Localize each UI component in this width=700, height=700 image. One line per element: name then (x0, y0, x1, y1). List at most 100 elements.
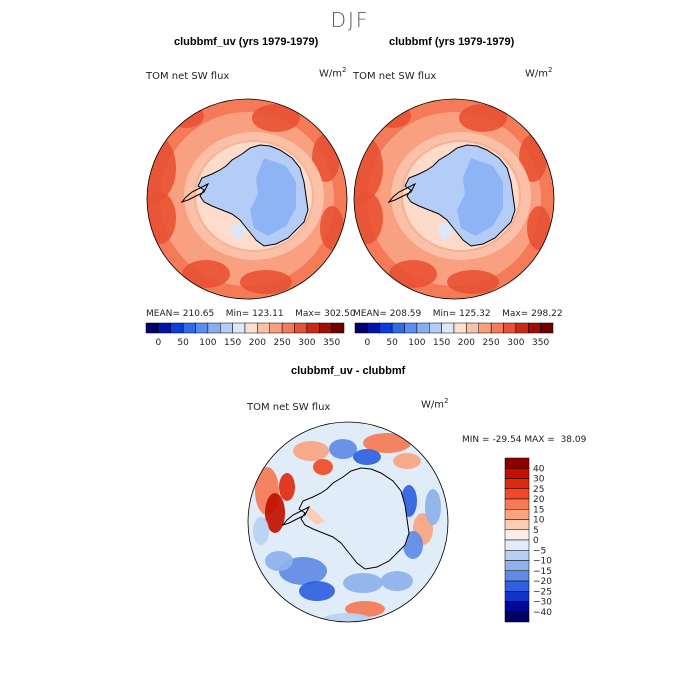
colorbar-tick-label: 40 (533, 464, 545, 474)
colorbar-tick-label: 350 (323, 338, 340, 348)
colorbar-swatch (207, 322, 221, 334)
colorbar-tick-label: 100 (408, 338, 425, 348)
colorbar-tick-label: 150 (224, 338, 241, 348)
colorbar-swatch (391, 322, 405, 334)
colorbar-swatch (504, 488, 530, 500)
colorbar-tick-label: 300 (298, 338, 315, 348)
colorbar-swatch (504, 601, 530, 612)
colorbar-swatch (429, 322, 442, 334)
panel-2-variable: TOM net SW flux (353, 71, 437, 82)
panel-1-max-value: 302.50 (324, 309, 356, 319)
panel-1-max-label: Max= (295, 309, 322, 319)
panel-1-units: W/m2 (319, 66, 346, 79)
field-high-patch (375, 104, 411, 128)
colorbar-tick-label: 25 (533, 485, 544, 495)
panel-2-min-value: 125.32 (459, 309, 491, 319)
panel-1-min-label: Min= (225, 309, 250, 319)
colorbar-swatch (170, 322, 184, 334)
colorbar-swatch (331, 322, 345, 334)
colorbar-swatch (244, 322, 258, 334)
season-title: DJF (330, 8, 370, 32)
colorbar-tick-label: 30 (533, 475, 545, 485)
colorbar-swatch (504, 478, 530, 489)
peninsula-coastline (281, 505, 311, 527)
colorbar-swatch (281, 322, 295, 334)
panel-1-mean-label: MEAN= (146, 309, 180, 319)
colorbar-tick-label: −5 (533, 546, 546, 556)
colorbar-swatch (504, 468, 530, 479)
colorbar-tick-label: 200 (458, 338, 475, 348)
colorbar-tick-label: −40 (533, 608, 552, 618)
colorbar-tick-label: 350 (532, 338, 549, 348)
colorbar-tick-label: 50 (177, 338, 189, 348)
field-continent (299, 468, 409, 569)
colorbar-swatch (257, 322, 270, 334)
colorbar-swatch (540, 322, 554, 334)
colorbar-tick-label: 10 (533, 516, 545, 526)
field-high-patch (252, 104, 300, 132)
map-border (247, 421, 449, 623)
field-high-patch (459, 104, 507, 132)
colorbar-swatch (232, 322, 246, 334)
field-anomaly-patch (353, 449, 381, 465)
diff-max-value: 38.09 (560, 435, 587, 445)
field-high-patch (182, 260, 230, 288)
field-high-patch (240, 270, 292, 294)
field-ice-shelf (437, 222, 453, 240)
colorbar-swatch (404, 322, 418, 334)
colorbar-tick-label: 0 (533, 536, 539, 546)
colorbar-tick-label: −20 (533, 577, 552, 587)
colorbar-swatch (306, 322, 320, 334)
field-anomaly-patch (313, 459, 333, 475)
field-anomaly-patch (293, 441, 329, 461)
field-anomaly-patch (321, 613, 373, 622)
field-anomaly-patch (343, 573, 383, 593)
panel-1-title: clubbmf_uv (yrs 1979-1979) (174, 36, 319, 48)
panel-1-min-value: 123.11 (252, 309, 284, 319)
field-high-patch (389, 260, 437, 288)
colorbar-swatch (453, 322, 467, 334)
field-high-patch (447, 270, 499, 294)
colorbar-swatch (504, 580, 530, 592)
map-border (146, 98, 348, 300)
field-anomaly-patch (393, 453, 421, 469)
peninsula-coastline (387, 182, 417, 204)
colorbar-tick-label: −10 (533, 557, 552, 567)
colorbar-tick-label: 15 (533, 505, 544, 515)
panel-2-mean-label: MEAN= (353, 309, 387, 319)
panel-2-mean-value: 208.59 (389, 309, 422, 319)
colorbar-tick-label: 0 (365, 338, 371, 348)
field-ice-shelf (230, 222, 246, 240)
diff-panel-polar-map (247, 421, 449, 623)
colorbar-tick-label: −25 (533, 587, 552, 597)
colorbar-swatch (367, 322, 380, 334)
panel-1-colorbar: 0 50 100 150 200 250 300 350 (145, 322, 345, 348)
field-high-patch (320, 206, 344, 250)
colorbar-swatch (379, 322, 393, 334)
diff-panel-units-base: W/m (421, 399, 444, 411)
field-anomaly-patch (345, 601, 385, 617)
colorbar-tick-label: 20 (533, 495, 545, 505)
panel-1-mean-value: 210.65 (182, 309, 215, 319)
colorbar-swatch (504, 457, 530, 469)
panel-2-colorbar: 0 50 100 150 200 250 300 350 (354, 322, 554, 348)
diff-panel-title: clubbmf_uv - clubbmf (291, 365, 406, 377)
field-high-patch (527, 206, 551, 250)
colorbar-swatch (515, 322, 529, 334)
colorbar-tick-label: 150 (433, 338, 450, 348)
colorbar-swatch (503, 322, 517, 334)
colorbar-swatch (466, 322, 479, 334)
colorbar-swatch (504, 519, 530, 530)
colorbar-swatch (195, 322, 209, 334)
panel-2-units-base: W/m (525, 68, 548, 80)
field-high-patch (354, 134, 383, 202)
colorbar-tick-label: 250 (483, 338, 500, 348)
colorbar-swatch (294, 322, 308, 334)
diff-panel-minmax: MIN = -29.54 MAX = 38.09 (462, 435, 586, 445)
field-anomaly-patch (253, 517, 269, 545)
colorbar-tick-label: 200 (249, 338, 266, 348)
diff-panel-variable: TOM net SW flux (247, 402, 331, 413)
colorbar-swatch (504, 529, 530, 541)
panel-2-stats: MEAN= 208.59 Min= 125.32 Max= 298.22 (353, 309, 563, 319)
